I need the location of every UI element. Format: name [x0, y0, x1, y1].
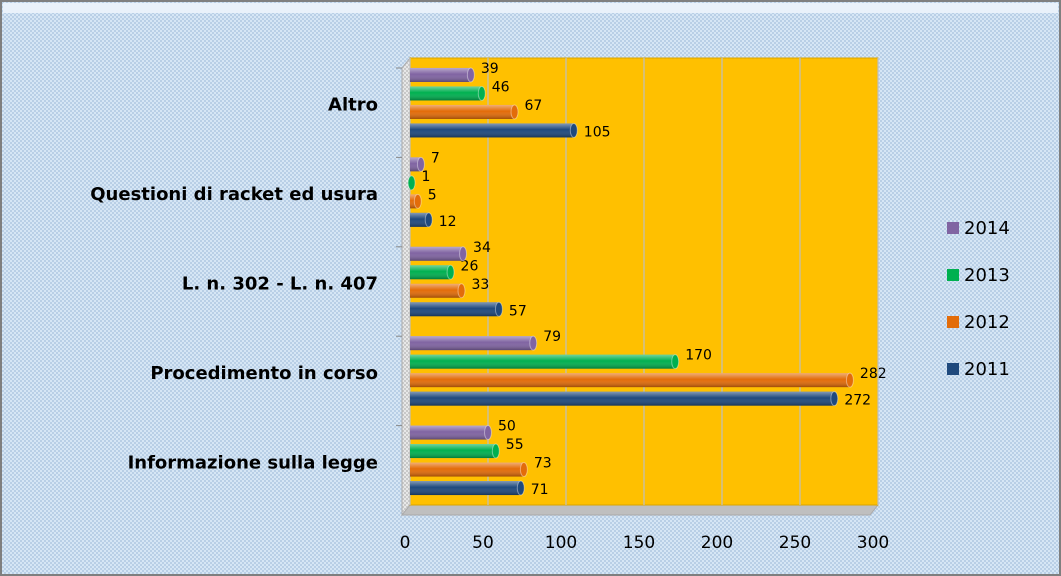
bar — [410, 104, 519, 120]
value-label: 26 — [461, 258, 479, 274]
bar — [410, 480, 525, 496]
value-label: 57 — [509, 303, 527, 319]
bar — [407, 175, 416, 191]
bar — [410, 301, 503, 317]
legend-label: 2012 — [964, 312, 1010, 333]
bar — [410, 264, 455, 280]
value-label: 34 — [473, 240, 491, 256]
x-tick-label: 0 — [400, 533, 411, 553]
x-tick-label: 150 — [623, 533, 655, 553]
legend-swatch — [947, 363, 959, 375]
bar — [410, 246, 468, 262]
value-label: 272 — [844, 393, 871, 409]
value-label: 55 — [506, 437, 524, 453]
value-label: 67 — [525, 98, 543, 114]
value-label: 73 — [534, 456, 552, 472]
bar — [410, 462, 528, 478]
value-label: 105 — [584, 124, 611, 140]
value-label: 7 — [431, 150, 440, 166]
bar — [410, 85, 486, 101]
legend-swatch — [947, 316, 959, 328]
bar — [410, 354, 680, 370]
value-label: 5 — [428, 187, 437, 203]
bar — [410, 425, 492, 441]
bar — [410, 193, 422, 209]
legend-label: 2014 — [964, 218, 1010, 239]
value-label: 33 — [471, 277, 489, 293]
y-tick-label: Altro — [328, 95, 378, 116]
value-label: 170 — [685, 348, 712, 364]
legend-label: 2011 — [964, 359, 1010, 380]
legend-swatch — [947, 222, 959, 234]
value-label: 50 — [498, 419, 516, 435]
bar — [410, 67, 475, 83]
x-tick-label: 50 — [472, 533, 494, 553]
bar — [410, 283, 466, 299]
value-label: 46 — [492, 79, 510, 95]
x-tick-label: 300 — [857, 533, 889, 553]
bar — [410, 122, 578, 138]
legend-swatch — [947, 269, 959, 281]
bar — [410, 335, 538, 351]
side-wall — [401, 56, 411, 517]
bar — [410, 391, 839, 407]
y-tick-label: L. n. 302 - L. n. 407 — [182, 274, 378, 295]
value-label: 79 — [543, 329, 561, 345]
bar — [410, 212, 433, 228]
x-tick-label: 200 — [701, 533, 733, 553]
y-tick-label: Informazione sulla legge — [128, 452, 378, 473]
y-tick-label: Procedimento in corso — [150, 363, 378, 384]
value-label: 1 — [422, 169, 431, 185]
x-tick-label: 250 — [779, 533, 811, 553]
value-label: 39 — [481, 61, 499, 77]
value-label: 71 — [531, 482, 549, 498]
x-tick-label: 100 — [545, 533, 577, 553]
bar — [410, 156, 425, 172]
value-label: 12 — [439, 214, 457, 230]
value-label: 282 — [860, 366, 887, 382]
top-band — [3, 3, 1058, 13]
bar — [410, 443, 500, 459]
legend-label: 2013 — [964, 265, 1010, 286]
floor — [400, 504, 880, 516]
bar — [410, 372, 854, 388]
y-tick-label: Questioni di racket ed usura — [90, 184, 378, 205]
